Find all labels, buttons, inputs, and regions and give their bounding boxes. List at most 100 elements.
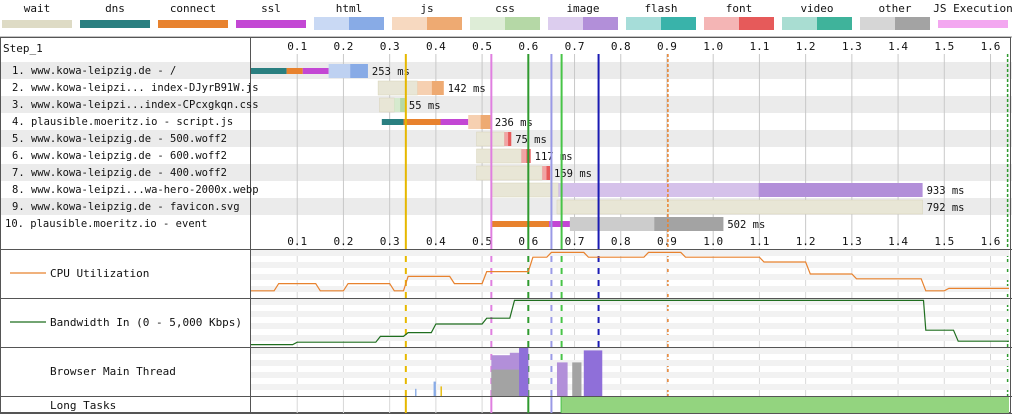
- legend-swatch: [80, 20, 150, 28]
- bar-segment-image-body: [758, 183, 923, 197]
- legend-label: font: [726, 2, 753, 15]
- request-label[interactable]: 2. www.kowa-leipzi... index-DJyrB91W.js: [12, 82, 259, 94]
- legend-swatch-dark: [739, 17, 774, 30]
- legend-item-js: js: [392, 2, 462, 30]
- tick-label: 0.4: [426, 235, 446, 248]
- request-label[interactable]: 7. www.kowa-leipzig.de - 400.woff2: [12, 167, 227, 179]
- legend-label: ssl: [261, 2, 281, 15]
- legend-swatch-dark: [349, 17, 384, 30]
- tick-label: 0.1: [287, 40, 307, 53]
- tick-label: 1.6: [981, 40, 1001, 53]
- bar-segment-wait: [556, 200, 923, 214]
- legend-item-font: font: [704, 2, 774, 30]
- bar-segment-connect: [286, 68, 303, 74]
- legend-label: html: [336, 2, 363, 15]
- long-tasks-label: Long Tasks: [50, 399, 116, 412]
- main-thread-block: [440, 386, 442, 396]
- request-label[interactable]: 9. www.kowa-leipzig.de - favicon.svg: [12, 201, 240, 213]
- request-label[interactable]: 4. plausible.moeritz.io - script.js: [12, 116, 233, 128]
- duration-label: 933 ms: [927, 185, 965, 197]
- legend-item-other: other: [860, 2, 930, 30]
- panel-stripe: [251, 262, 1009, 268]
- duration-label: 75 ms: [515, 134, 547, 146]
- bar-segment-connect: [403, 119, 441, 125]
- bar-segment-ssl: [302, 68, 329, 74]
- legend-item-dns: dns: [80, 2, 150, 28]
- tick-label: 0.9: [657, 40, 677, 53]
- legend-label: video: [800, 2, 833, 15]
- panel-stripe: [251, 348, 1009, 354]
- tick-label: 1.1: [749, 235, 769, 248]
- request-label[interactable]: 8. www.kowa-leipzi...wa-hero-2000x.webp: [12, 184, 259, 196]
- bar-segment-connect: [491, 221, 550, 227]
- bar-segment-wait-edge: [556, 199, 923, 215]
- legend-swatch: [236, 20, 306, 28]
- tick-label: 0.8: [611, 40, 631, 53]
- tick-label: 0.1: [287, 235, 307, 248]
- request-label[interactable]: 10. plausible.moeritz.io - event: [5, 218, 207, 230]
- bar-segment-js-body: [480, 115, 491, 129]
- bar-segment-other-body: [654, 217, 724, 231]
- legend-item-image: image: [548, 2, 618, 30]
- main-thread-block: [519, 348, 529, 396]
- main-thread-label: Browser Main Thread: [50, 365, 176, 378]
- request-bars: 253 ms 142 ms 55 ms 236 ms 75 ms 117 ms 159 ms…: [251, 64, 965, 231]
- legend-label: image: [566, 2, 599, 15]
- tick-label: 1.3: [842, 40, 862, 53]
- tick-label: 1.3: [842, 235, 862, 248]
- legend-label: connect: [170, 2, 216, 15]
- tick-label: 1.5: [934, 235, 954, 248]
- panel-stripe: [251, 299, 1009, 305]
- legend-label: flash: [644, 2, 677, 15]
- main-thread-block: [572, 362, 582, 396]
- bar-segment-font: [521, 149, 531, 163]
- duration-label: 792 ms: [927, 202, 965, 214]
- request-label[interactable]: 6. www.kowa-leipzig.de - 600.woff2: [12, 150, 227, 162]
- legend: wait dns connect ssl html js css image flash font…: [0, 0, 1012, 34]
- request-label[interactable]: 3. www.kowa-leipzi...index-CPcxgkqn.css: [12, 99, 259, 111]
- duration-label: 159 ms: [554, 168, 592, 180]
- tick-label: 0.7: [565, 40, 585, 53]
- bandwidth-line: [251, 299, 1009, 346]
- tick-label: 1.4: [888, 235, 908, 248]
- panel-stripe: [251, 372, 1009, 378]
- legend-item-video: video: [782, 2, 852, 30]
- legend-swatch-dark: [817, 17, 852, 30]
- tick-label: 1.1: [749, 40, 769, 53]
- bar-segment-html-body: [350, 64, 368, 78]
- metric-panels: CPU Utilization Bandwidth In (0 - 5,000 K…: [0, 249, 1012, 414]
- legend-item-css: css: [470, 2, 540, 30]
- panel-stripe: [251, 311, 1009, 317]
- bar-segment-css-body: [400, 98, 405, 112]
- tick-label: 0.9: [657, 235, 677, 248]
- request-label[interactable]: 1. www.kowa-leipzig.de - /: [12, 65, 176, 77]
- legend-swatch: [2, 20, 72, 28]
- bar-segment-wait: [379, 98, 395, 112]
- legend-swatch-dark: [661, 17, 696, 30]
- legend-swatch-dark: [583, 17, 618, 30]
- tick-label: 0.5: [472, 40, 492, 53]
- bar-segment-font: [504, 132, 512, 146]
- legend-label: other: [878, 2, 911, 15]
- bar-segment-ssl: [549, 221, 570, 227]
- legend-item-connect: connect: [158, 2, 228, 28]
- legend-item-wait: wait: [2, 2, 72, 28]
- duration-label: 502 ms: [727, 219, 765, 231]
- bar-segment-js-body: [431, 81, 444, 95]
- cpu-label: CPU Utilization: [50, 267, 149, 280]
- legend-swatch-dark: [427, 17, 462, 30]
- legend-swatch-dark: [505, 17, 540, 30]
- step-label: Step_1: [3, 42, 43, 55]
- legend-item-html: html: [314, 2, 384, 30]
- bar-segment-wait: [476, 149, 522, 163]
- panel-stripe: [251, 250, 1009, 256]
- legend-label: dns: [105, 2, 125, 15]
- tick-label: 1.2: [796, 235, 816, 248]
- chart-frame: [0, 37, 1011, 413]
- tick-label: 1.5: [934, 40, 954, 53]
- legend-label: js: [420, 2, 433, 15]
- tick-label: 1.2: [796, 40, 816, 53]
- main-thread-block: [556, 362, 568, 396]
- tick-label: 0.6: [518, 40, 538, 53]
- request-label[interactable]: 5. www.kowa-leipzig.de - 500.woff2: [12, 133, 227, 145]
